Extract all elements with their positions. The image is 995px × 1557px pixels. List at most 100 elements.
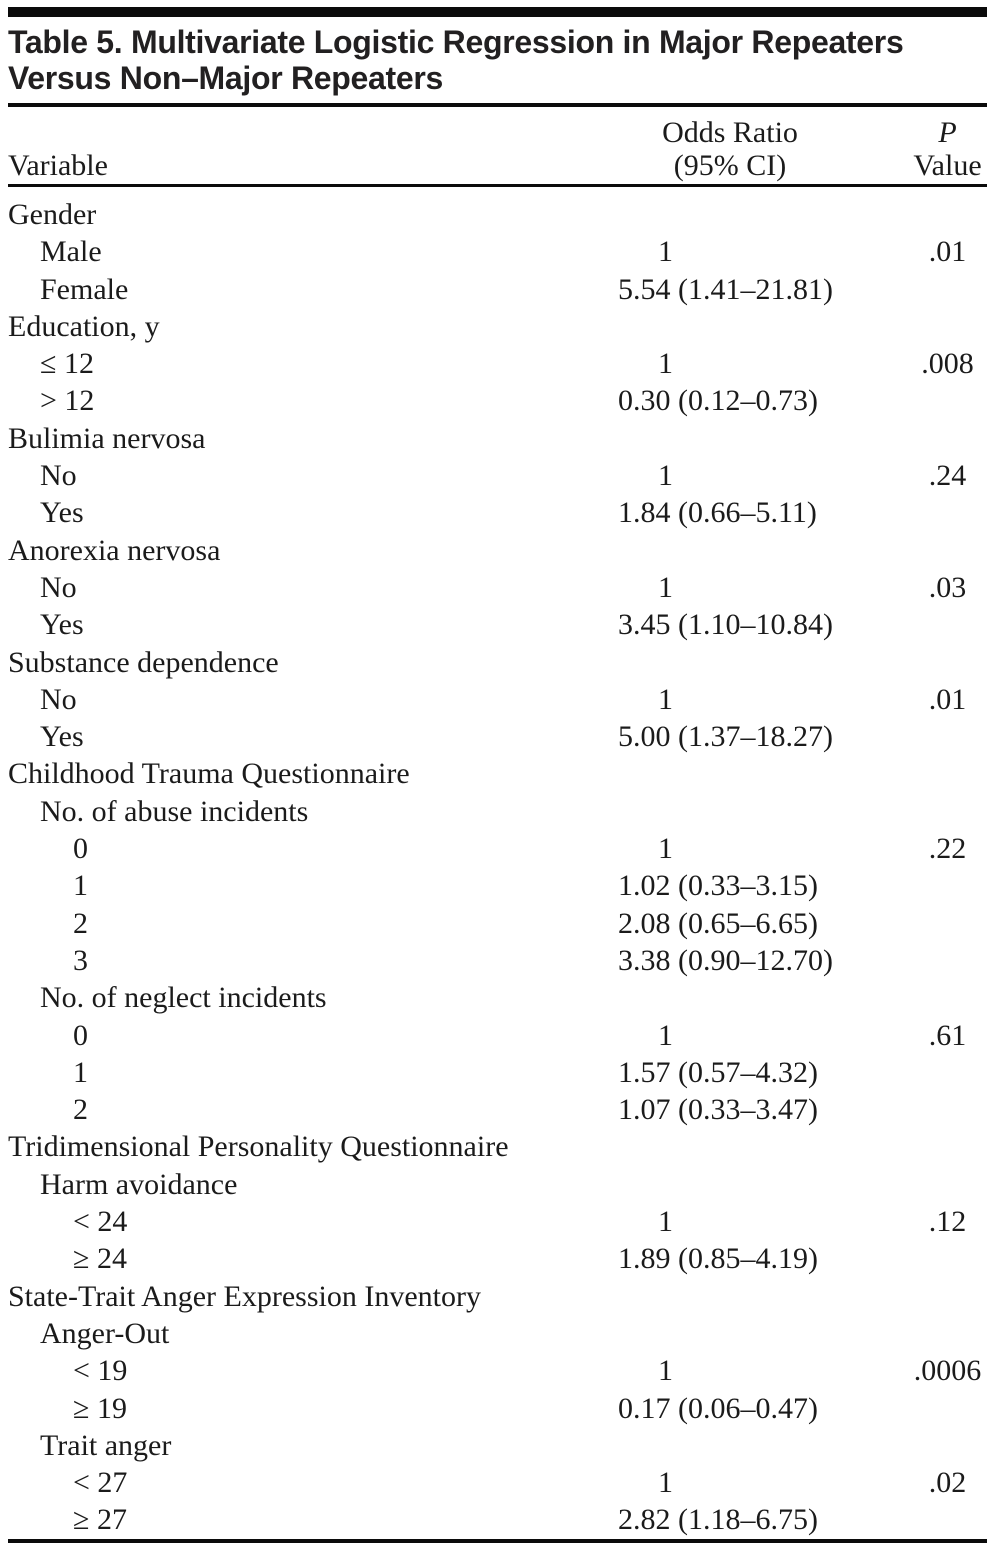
- row-p-value: [900, 1501, 995, 1538]
- table-row: Yes 3.45 (1.10–10.84): [0, 606, 995, 643]
- row-odds-ratio: 5.00 (1.37–18.27): [618, 720, 833, 754]
- table-row: < 24 1 .12: [0, 1203, 995, 1240]
- table-row: ≥ 24 1.89 (0.85–4.19): [0, 1240, 995, 1277]
- row-odds-ratio: 1: [658, 1205, 673, 1239]
- row-p-value: [900, 1054, 995, 1091]
- row-odds-ratio: [560, 644, 900, 681]
- row-variable: ≥ 27: [73, 1503, 127, 1537]
- row-variable: Anger-Out: [40, 1316, 170, 1350]
- row-variable: Tridimensional Personality Questionnaire: [8, 1130, 509, 1164]
- row-variable: 1: [73, 1055, 88, 1089]
- row-p-value: [900, 718, 995, 755]
- row-variable: Education, y: [8, 309, 160, 343]
- row-p-value: [900, 1427, 995, 1464]
- table-row: Male 1 .01: [0, 233, 995, 270]
- row-variable: < 19: [73, 1354, 128, 1388]
- row-p-value: [900, 606, 995, 643]
- table-row: No 1 .01: [0, 681, 995, 718]
- table-row: 3 3.38 (0.90–12.70): [0, 942, 995, 979]
- row-odds-ratio: 1: [658, 832, 673, 866]
- table-row: Bulimia nervosa: [0, 420, 995, 457]
- row-p-value: [900, 196, 995, 233]
- row-p-value: .01: [928, 235, 967, 269]
- row-p-value: [900, 1315, 995, 1352]
- row-odds-ratio: 5.54 (1.41–21.81): [618, 272, 833, 306]
- row-variable: ≥ 19: [73, 1391, 127, 1425]
- table-row: 2 1.07 (0.33–3.47): [0, 1091, 995, 1128]
- row-variable: 0: [73, 1018, 88, 1052]
- table-row: Female 5.54 (1.41–21.81): [0, 271, 995, 308]
- row-odds-ratio: 1.07 (0.33–3.47): [618, 1093, 818, 1127]
- table-row: 1 1.02 (0.33–3.15): [0, 867, 995, 904]
- table-row: Gender: [0, 196, 995, 233]
- row-odds-ratio: [560, 793, 900, 830]
- row-odds-ratio: 1: [658, 1018, 673, 1052]
- column-header-p-value: P Value: [900, 116, 995, 182]
- table-header: Variable Odds Ratio (95% CI) P Value: [0, 107, 995, 184]
- column-header-odds-ratio-line2: (95% CI): [673, 149, 787, 182]
- row-odds-ratio: 1.57 (0.57–4.32): [618, 1055, 818, 1089]
- row-p-value: [900, 1278, 995, 1315]
- row-variable: 2: [73, 906, 88, 940]
- table-row: No 1 .03: [0, 569, 995, 606]
- table-row: Harm avoidance: [0, 1166, 995, 1203]
- table-row: ≥ 27 2.82 (1.18–6.75): [0, 1501, 995, 1538]
- table-row: < 27 1 .02: [0, 1464, 995, 1501]
- row-odds-ratio: 2.82 (1.18–6.75): [618, 1503, 818, 1537]
- row-variable: State-Trait Anger Expression Inventory: [8, 1279, 481, 1313]
- row-odds-ratio: 1: [658, 235, 673, 269]
- table-row: ≤ 12 1 .008: [0, 345, 995, 382]
- row-p-value: [900, 494, 995, 531]
- row-odds-ratio: [560, 1166, 900, 1203]
- row-p-value: [900, 867, 995, 904]
- row-p-value: .02: [928, 1466, 967, 1500]
- row-p-value: .61: [928, 1018, 967, 1052]
- table-row: No 1 .24: [0, 457, 995, 494]
- row-odds-ratio: [560, 1128, 900, 1165]
- row-odds-ratio: 1: [658, 1466, 673, 1500]
- row-odds-ratio: [560, 532, 900, 569]
- table-row: Childhood Trauma Questionnaire: [0, 755, 995, 792]
- row-p-value: [900, 942, 995, 979]
- table-title-line1: Table 5. Multivariate Logistic Regressio…: [8, 24, 904, 60]
- row-odds-ratio: 2.08 (0.65–6.65): [618, 906, 818, 940]
- table-row: 1 1.57 (0.57–4.32): [0, 1054, 995, 1091]
- row-variable: No. of abuse incidents: [40, 794, 309, 828]
- row-variable: Gender: [8, 198, 97, 231]
- bottom-rule: [8, 1538, 987, 1543]
- row-variable: Childhood Trauma Questionnaire: [8, 757, 410, 791]
- row-p-value: [900, 979, 995, 1016]
- row-p-value: [900, 532, 995, 569]
- row-p-value: [900, 1166, 995, 1203]
- table-row: Anorexia nervosa: [0, 532, 995, 569]
- row-p-value: [900, 905, 995, 942]
- row-odds-ratio: [560, 420, 900, 457]
- table-row: Substance dependence: [0, 644, 995, 681]
- row-variable: Harm avoidance: [40, 1167, 238, 1201]
- row-variable: Yes: [40, 608, 84, 642]
- row-variable: Male: [40, 235, 102, 269]
- column-header-odds-ratio-line1: Odds Ratio: [662, 116, 798, 149]
- row-odds-ratio: [560, 755, 900, 792]
- row-variable: Anorexia nervosa: [8, 533, 221, 567]
- top-rule: [8, 7, 987, 17]
- row-p-value: [900, 1128, 995, 1165]
- table-row: Education, y: [0, 308, 995, 345]
- column-header-p-line2: Value: [913, 149, 982, 182]
- row-variable: 0: [73, 832, 88, 866]
- row-odds-ratio: [560, 1427, 900, 1464]
- row-p-value: .24: [928, 459, 967, 493]
- row-variable: Trait anger: [40, 1428, 172, 1462]
- row-variable: < 27: [73, 1466, 128, 1500]
- table-row: Anger-Out: [0, 1315, 995, 1352]
- row-variable: 3: [73, 943, 88, 977]
- row-odds-ratio: [560, 1278, 900, 1315]
- row-odds-ratio: [560, 1315, 900, 1352]
- row-p-value: [900, 1091, 995, 1128]
- row-odds-ratio: [560, 196, 900, 233]
- row-variable: Yes: [40, 720, 84, 754]
- row-odds-ratio: 0.30 (0.12–0.73): [618, 384, 818, 418]
- table-title: Table 5. Multivariate Logistic Regressio…: [8, 24, 987, 96]
- table-row: No. of neglect incidents: [0, 979, 995, 1016]
